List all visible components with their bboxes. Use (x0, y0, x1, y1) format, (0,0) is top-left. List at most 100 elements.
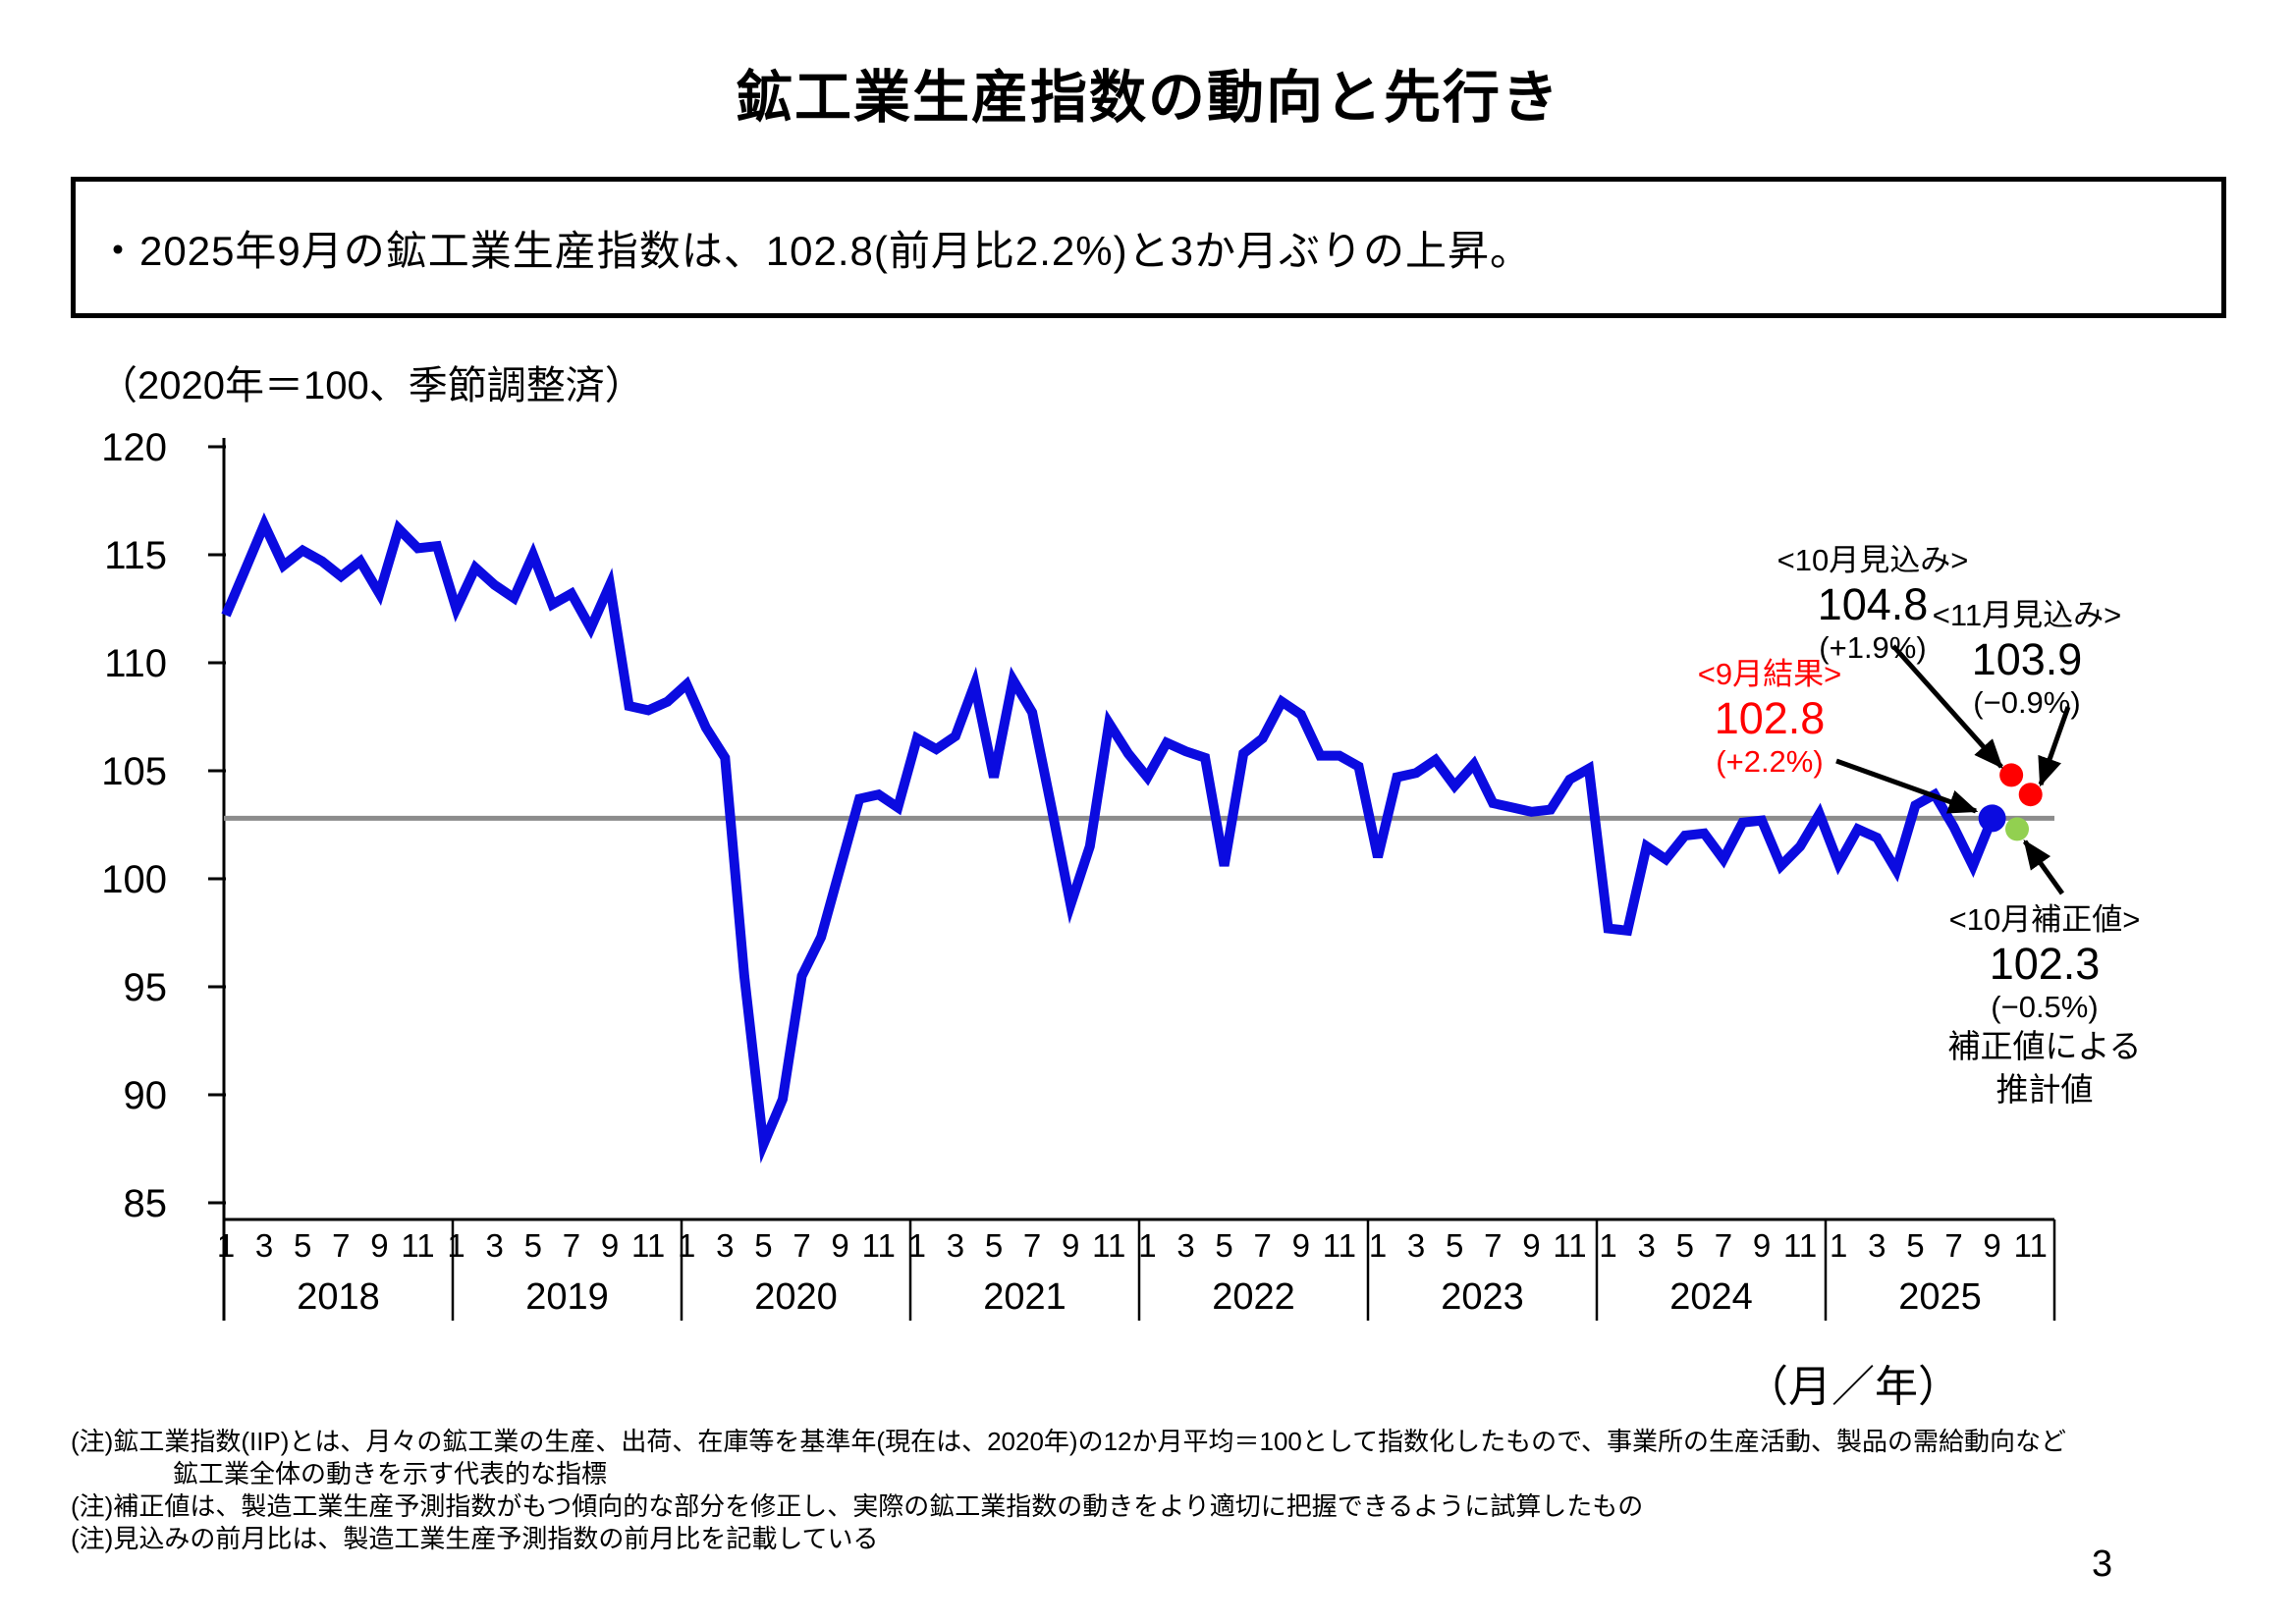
month-label: 5 (754, 1227, 772, 1264)
annotation-oct-revised-note1: 補正値による (1947, 1028, 2142, 1064)
page-title: 鉱工業生産指数の動向と先行き (735, 66, 1560, 130)
month-label: 7 (1715, 1227, 1732, 1264)
arrow-oct-forecast (1891, 644, 2003, 769)
month-label: 11 (1783, 1227, 1817, 1264)
footnote-line: (注)見込みの前月比は、製造工業生産予測指数の前月比を記載している (71, 1524, 879, 1553)
xaxis-unit-label: （月／年） (1745, 1363, 1961, 1411)
y-tick-label-90: 90 (124, 1074, 168, 1117)
month-label: 5 (524, 1227, 542, 1264)
marker-2025年10月補正値 (2005, 817, 2030, 841)
month-label: 3 (1176, 1227, 1194, 1264)
annotation-oct-revised-change: (−0.5%) (1991, 990, 2099, 1024)
month-label: 1 (1138, 1227, 1156, 1264)
month-label: 9 (831, 1227, 848, 1264)
month-label: 5 (985, 1227, 1003, 1264)
month-label: 5 (1676, 1227, 1694, 1264)
month-label: 9 (1292, 1227, 1310, 1264)
year-label-2023: 2023 (1441, 1276, 1524, 1318)
month-label: 3 (1868, 1227, 1886, 1264)
y-tick-label-95: 95 (124, 966, 168, 1009)
annotation-oct-forecast-label: <10月見込み> (1777, 543, 1969, 577)
annotation-nov-forecast: <11月見込み> 103.9 (−0.9%) (1870, 597, 2184, 721)
footnotes: (注)鉱工業指数(IIP)とは、月々の鉱工業の生産、出荷、在庫等を基準年(現在は… (71, 1426, 2066, 1555)
month-label: 5 (294, 1227, 311, 1264)
annotation-oct-revised: <10月補正値> 102.3 (−0.5%) 補正値による 推計値 (1887, 901, 2202, 1111)
month-label: 7 (563, 1227, 580, 1264)
month-label: 9 (1062, 1227, 1079, 1264)
annotation-oct-forecast-change: (+1.9%) (1819, 630, 1927, 665)
month-label: 5 (1906, 1227, 1924, 1264)
y-tick-label-85: 85 (124, 1182, 168, 1225)
year-label-2025: 2025 (1898, 1276, 1982, 1318)
month-label: 3 (947, 1227, 964, 1264)
month-label: 11 (1323, 1227, 1356, 1264)
month-label: 9 (601, 1227, 619, 1264)
month-label: 7 (332, 1227, 350, 1264)
year-label-2020: 2020 (754, 1276, 838, 1318)
year-label-2019: 2019 (525, 1276, 609, 1318)
month-label: 11 (631, 1227, 665, 1264)
annotation-sep-result: <9月結果> 102.8 (+2.2%) (1613, 656, 1927, 780)
month-label: 1 (1369, 1227, 1387, 1264)
month-label: 5 (1215, 1227, 1232, 1264)
month-label: 3 (255, 1227, 273, 1264)
year-label-2021: 2021 (983, 1276, 1066, 1318)
page-number: 3 (2092, 1543, 2113, 1585)
annotation-oct-forecast: <10月見込み> 104.8 (+1.9%) (1716, 542, 2030, 666)
month-label: 11 (1092, 1227, 1125, 1264)
annotation-sep-result-label: <9月結果> (1697, 657, 1842, 691)
month-label: 11 (2014, 1227, 2048, 1264)
month-label: 3 (486, 1227, 504, 1264)
month-label: 9 (1522, 1227, 1540, 1264)
month-label: 7 (1254, 1227, 1272, 1264)
month-label: 1 (217, 1227, 235, 1264)
month-label: 3 (716, 1227, 734, 1264)
month-label: 1 (447, 1227, 465, 1264)
month-label: 9 (1753, 1227, 1771, 1264)
month-label: 11 (862, 1227, 896, 1264)
annotation-nov-forecast-label: <11月見込み> (1932, 598, 2122, 632)
year-label-2018: 2018 (297, 1276, 380, 1318)
footnote-line: (注)補正値は、製造工業生産予測指数がもつ傾向的な部分を修正し、実際の鉱工業指数… (71, 1491, 1644, 1521)
summary-box: ・2025年9月の鉱工業生産指数は、102.8(前月比2.2%)と3か月ぶりの上… (71, 177, 2226, 318)
iip-line (221, 512, 1997, 1164)
month-label: 11 (401, 1227, 434, 1264)
annotation-oct-revised-note2: 推計値 (1995, 1071, 2094, 1108)
month-label: 7 (1944, 1227, 1962, 1264)
y-tick-label-105: 105 (101, 750, 167, 793)
month-label: 9 (370, 1227, 388, 1264)
arrow-sep-result (1835, 758, 1979, 814)
month-label: 3 (1638, 1227, 1656, 1264)
month-label: 1 (1599, 1227, 1616, 1264)
marker-2025年10月見込み (1999, 763, 2024, 787)
summary-text: ・2025年9月の鉱工業生産指数は、102.8(前月比2.2%)と3か月ぶりの上… (97, 227, 1532, 274)
year-label-2022: 2022 (1212, 1276, 1295, 1318)
month-label: 1 (908, 1227, 926, 1264)
marker-2025年11月見込み (2018, 783, 2043, 807)
y-tick-label-100: 100 (101, 858, 167, 901)
annotation-oct-revised-value: 102.3 (1989, 939, 2101, 989)
month-label: 9 (1983, 1227, 2000, 1264)
annotation-nov-forecast-value: 103.9 (1971, 634, 2083, 684)
arrow-nov-forecast (2038, 706, 2071, 787)
annotation-sep-result-value: 102.8 (1714, 693, 1826, 743)
footnote-line: 鉱工業全体の動きを示す代表的な指標 (173, 1459, 608, 1489)
marker-2025年9月結果 (1978, 804, 2006, 833)
month-label: 7 (1484, 1227, 1502, 1264)
month-label: 7 (1023, 1227, 1041, 1264)
year-label-2024: 2024 (1669, 1276, 1753, 1318)
annotation-nov-forecast-change: (−0.9%) (1973, 685, 2081, 720)
footnote-line: (注)鉱工業指数(IIP)とは、月々の鉱工業の生産、出荷、在庫等を基準年(現在は… (71, 1427, 2067, 1456)
arrow-oct-revised (2022, 839, 2065, 895)
annotation-oct-forecast-value: 104.8 (1817, 579, 1929, 629)
axis-unit-label: （2020年＝100、季節調整済） (98, 364, 644, 407)
y-tick-label-110: 110 (104, 642, 167, 685)
month-label: 11 (1553, 1227, 1586, 1264)
annotation-arrows (1835, 644, 2071, 895)
month-label: 1 (678, 1227, 695, 1264)
y-tick-label-115: 115 (104, 534, 167, 577)
month-label: 5 (1446, 1227, 1463, 1264)
